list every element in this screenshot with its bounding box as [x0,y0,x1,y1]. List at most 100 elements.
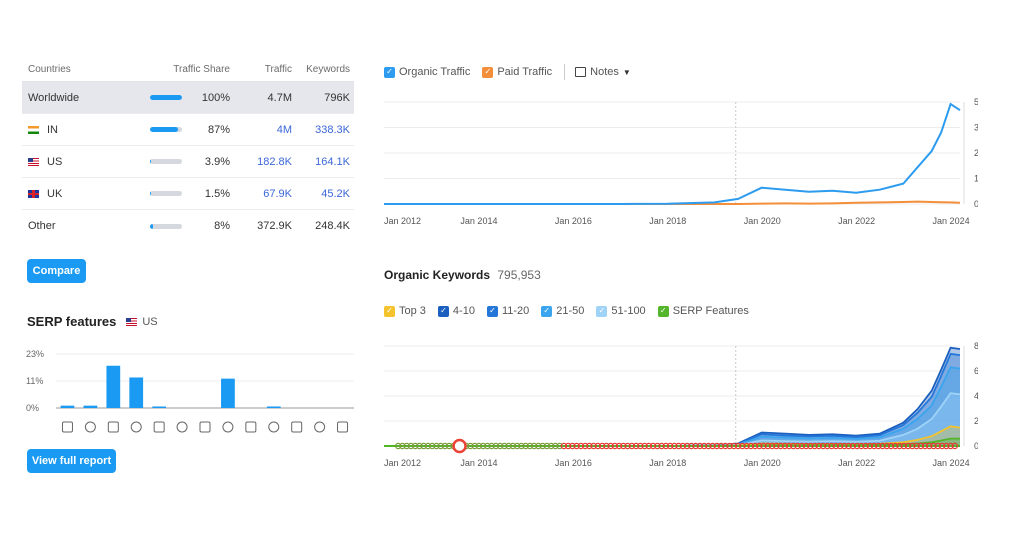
link-icon[interactable] [84,421,96,433]
google-update-marker[interactable] [688,442,695,450]
google-update-marker[interactable] [671,442,678,450]
traffic-value[interactable]: 67.9K [263,187,292,200]
google-update-marker[interactable] [539,442,546,450]
google-update-marker[interactable] [781,442,789,450]
serp-bar[interactable] [106,365,121,408]
google-update-marker[interactable] [666,442,674,450]
google-update-marker[interactable] [696,442,704,450]
google-update-marker[interactable] [530,442,538,450]
google-update-marker[interactable] [811,442,818,450]
google-update-marker[interactable] [692,442,699,450]
google-update-marker[interactable] [943,442,950,450]
country-row[interactable]: Worldwide 100% 4.7M 796K [22,82,354,114]
google-update-marker[interactable] [441,442,449,450]
star-icon[interactable] [107,421,119,433]
country-row[interactable]: US 3.9% 182.8K 164.1K [22,146,354,178]
google-update-marker[interactable] [785,442,793,450]
google-update-marker[interactable] [709,442,716,450]
google-update-marker[interactable] [764,442,772,450]
google-update-marker[interactable] [471,442,478,450]
google-update-marker[interactable] [581,442,589,450]
google-update-marker[interactable] [683,442,691,450]
google-update-marker[interactable] [662,442,670,450]
google-update-marker[interactable] [594,442,602,450]
checkbox-checked-icon[interactable]: ✓ [482,66,494,78]
google-update-marker[interactable] [645,442,653,450]
google-update-marker[interactable] [620,442,627,450]
legend-item[interactable]: ✓ 4-10 [437,305,475,317]
google-update-marker[interactable] [407,442,415,450]
traffic-value[interactable]: 182.8K [257,155,292,168]
google-update-marker[interactable] [416,442,423,450]
country-row[interactable]: IN 87% 4M 338.3K [22,114,354,146]
google-update-marker[interactable] [573,442,580,450]
google-update-marker[interactable] [926,442,933,450]
google-update-marker[interactable] [679,442,687,450]
play-circle-icon[interactable] [199,421,211,433]
country-row[interactable]: Other 8% 372.9K 248.4K [22,210,354,242]
google-update-marker[interactable] [756,442,763,450]
google-update-marker[interactable] [586,442,593,450]
serp-bar[interactable] [60,405,75,408]
series-line[interactable] [384,102,961,205]
series-line[interactable] [384,346,961,447]
keywords-value[interactable]: 164.1K [315,155,350,168]
graduation-cap-icon[interactable] [268,421,280,433]
google-update-marker[interactable] [760,442,767,450]
google-update-marker[interactable] [632,442,640,450]
google-update-marker[interactable] [649,442,657,450]
google-update-marker[interactable] [917,442,925,450]
legend-item[interactable]: ✓ 21-50 [541,305,584,317]
serp-bar[interactable] [83,405,98,408]
google-update-marker[interactable] [522,442,529,450]
legend-item[interactable]: ✓ Top 3 [384,305,426,317]
google-update-marker[interactable] [509,442,517,450]
google-update-marker[interactable] [858,442,865,450]
google-update-marker[interactable] [624,442,631,450]
google-update-marker[interactable] [870,442,878,450]
country-row[interactable]: UK 1.5% 67.9K 45.2K [22,178,354,210]
compare-button[interactable]: Compare [27,259,86,283]
google-update-marker[interactable] [734,442,742,450]
briefcase-icon[interactable] [314,421,326,433]
google-update-marker[interactable] [802,442,810,450]
chat-bubble-icon[interactable] [222,421,234,433]
google-update-marker[interactable] [535,442,542,450]
google-update-marker[interactable] [641,442,648,450]
keywords-value[interactable]: 45.2K [321,187,350,200]
google-update-marker[interactable] [790,442,797,450]
google-update-marker[interactable] [705,442,712,450]
google-update-marker[interactable] [433,442,440,450]
google-update-marker[interactable] [424,442,432,450]
google-update-marker[interactable] [824,442,831,450]
google-update-marker[interactable] [819,442,827,450]
header-keywords[interactable]: Keywords [306,64,350,75]
google-update-marker[interactable] [900,442,908,450]
google-update-marker[interactable] [607,442,614,450]
google-update-marker[interactable] [934,442,942,450]
google-update-marker[interactable] [722,442,729,450]
google-update-marker[interactable] [883,442,891,450]
google-update-marker[interactable] [479,442,487,450]
google-update-marker[interactable] [951,442,959,450]
google-update-marker[interactable] [564,442,572,450]
google-update-marker[interactable] [675,442,682,450]
checkbox-checked-icon[interactable]: ✓ [437,305,449,317]
google-update-marker[interactable] [828,442,835,450]
google-update-marker[interactable] [853,442,861,450]
google-update-marker[interactable] [611,442,619,450]
google-update-marker[interactable] [747,442,755,450]
google-update-marker[interactable] [730,442,738,450]
google-update-marker[interactable] [445,442,453,450]
serp-country[interactable]: US [126,316,158,328]
google-update-marker[interactable] [713,442,721,450]
google-update-marker[interactable] [717,442,725,450]
translate-icon[interactable] [337,421,349,433]
google-update-marker[interactable] [543,442,551,450]
google-update-marker[interactable] [569,442,576,450]
google-update-markers[interactable] [384,438,960,454]
legend-item[interactable]: ✓ 11-20 [486,305,529,317]
google-update-marker[interactable] [862,442,869,450]
google-update-marker[interactable] [590,442,597,450]
google-update-marker[interactable] [938,442,946,450]
